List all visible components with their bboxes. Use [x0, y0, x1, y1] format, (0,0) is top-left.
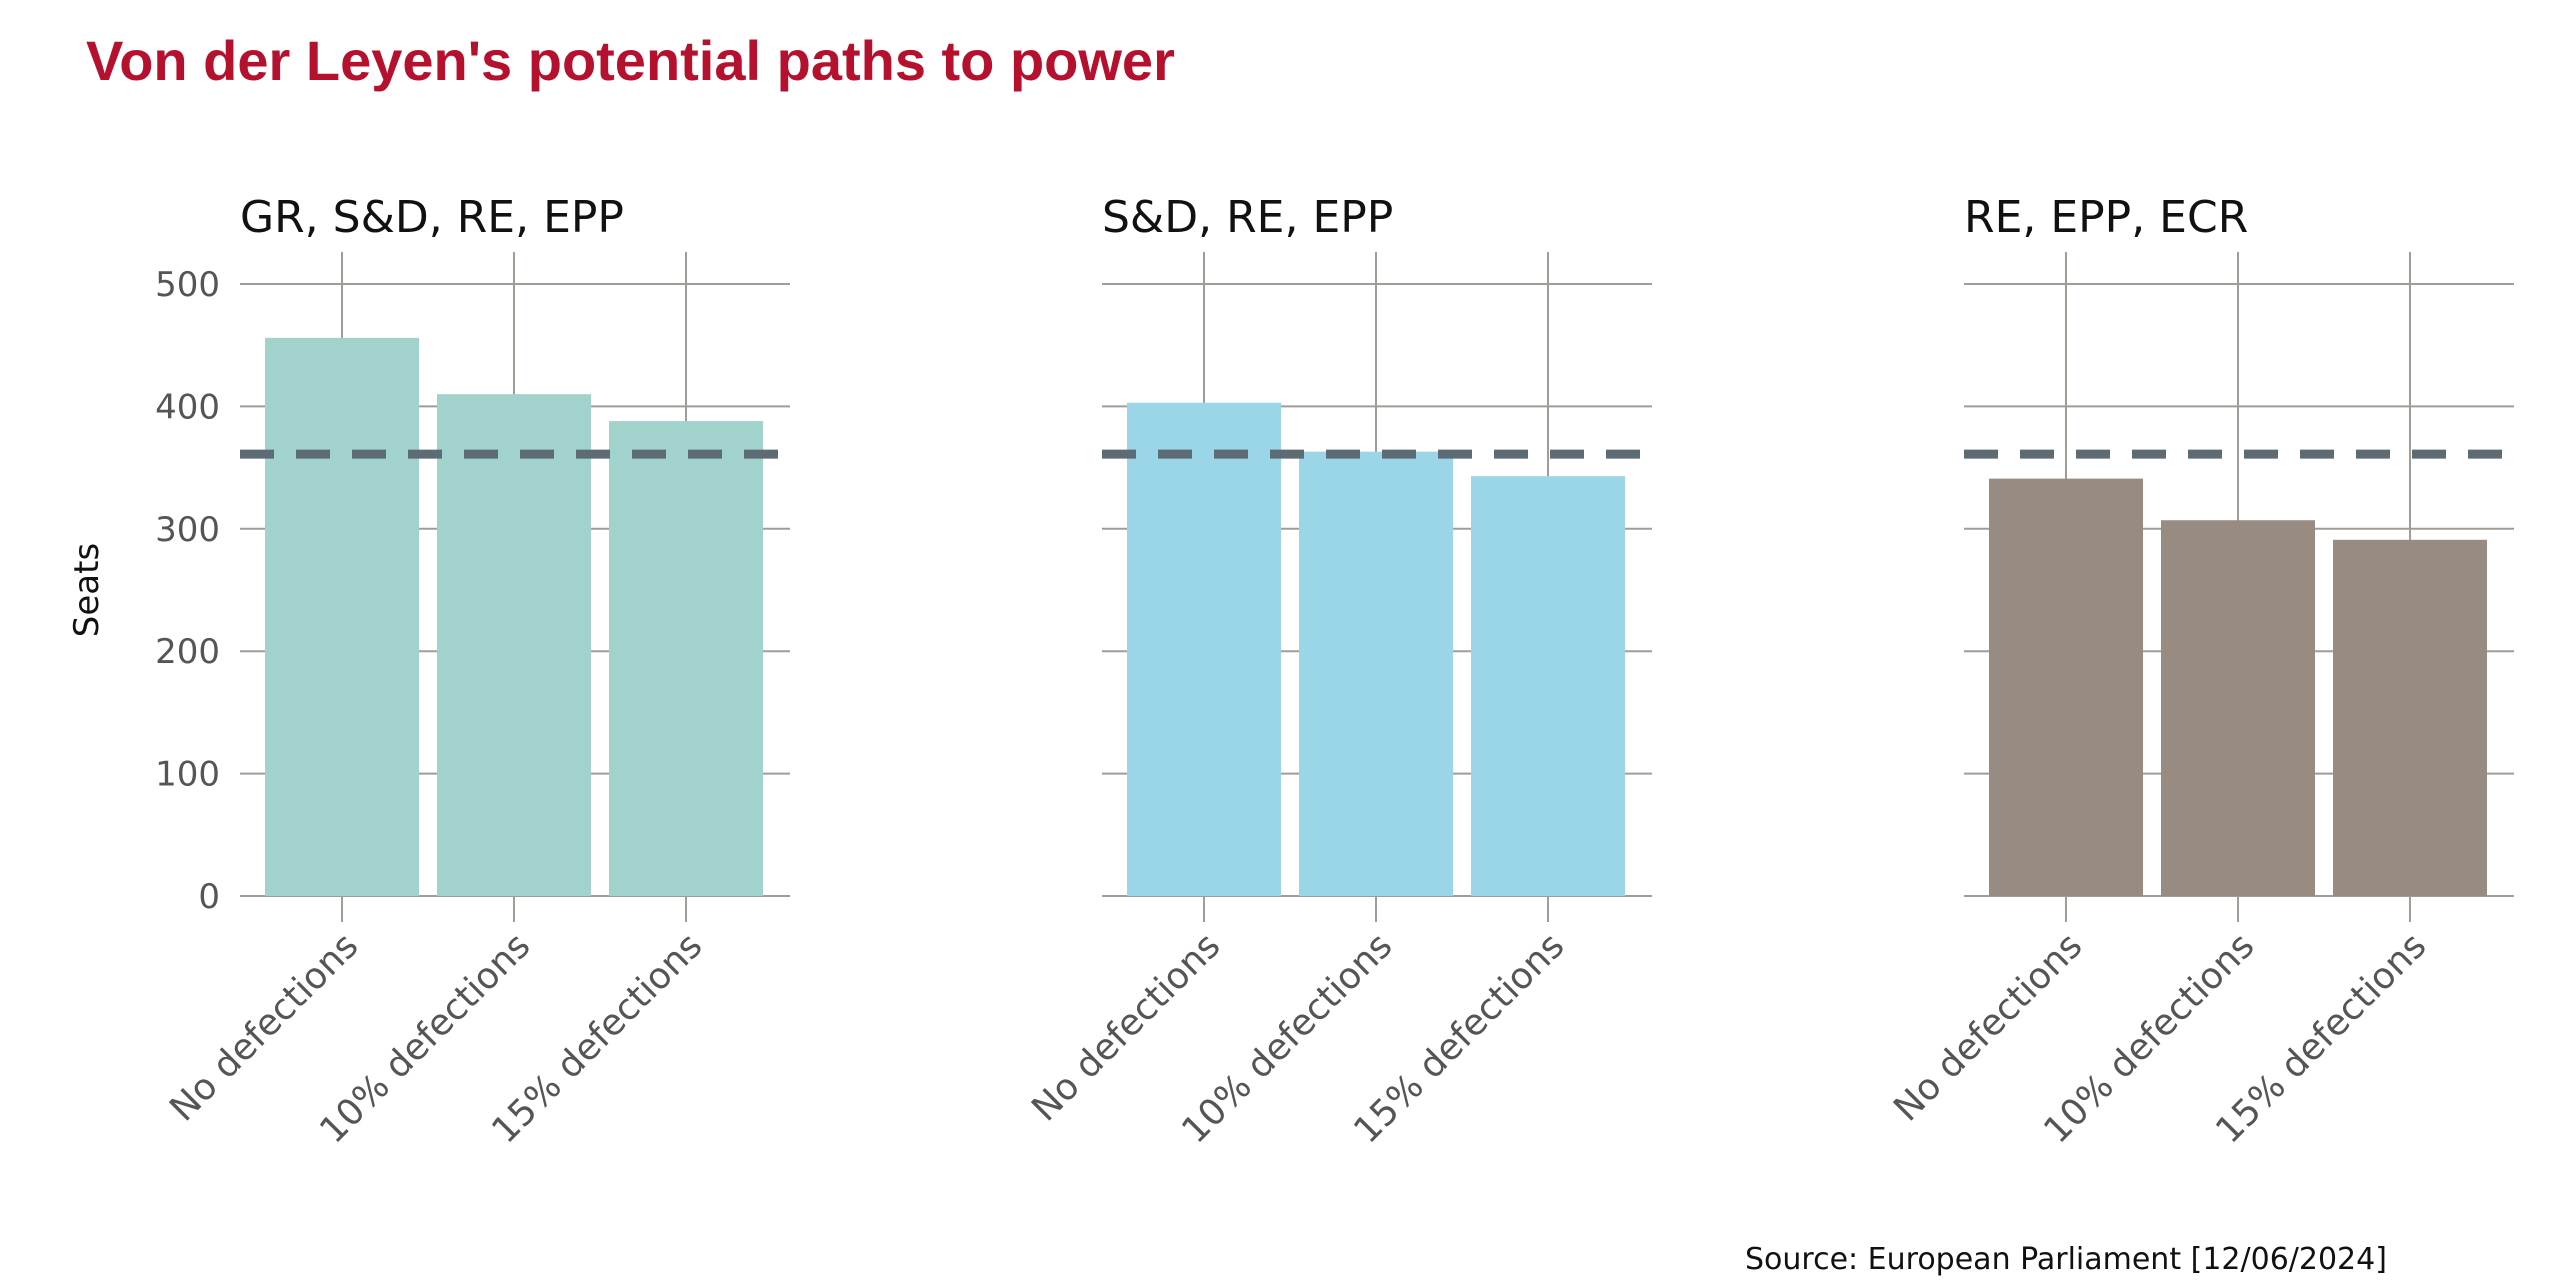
bar [2333, 539, 2487, 896]
bar [265, 337, 419, 897]
bar [609, 421, 763, 896]
chart-title: Von der Leyen's potential paths to power [86, 29, 1175, 92]
bar [1127, 402, 1281, 896]
bar [1471, 476, 1625, 896]
panel-title: GR, S&D, RE, EPP [240, 192, 624, 243]
y-axis-label: Seats [67, 543, 107, 637]
bar [437, 394, 591, 896]
source-note: Source: European Parliament [12/06/2024] [1745, 1242, 2387, 1277]
bar [1299, 451, 1453, 896]
panel-title: RE, EPP, ECR [1964, 192, 2248, 243]
y-tick-label: 500 [155, 265, 220, 305]
y-tick-label: 400 [155, 387, 220, 427]
y-tick-label: 200 [155, 632, 220, 672]
y-tick-label: 100 [155, 755, 220, 795]
bar [2161, 520, 2315, 896]
panel-title: S&D, RE, EPP [1102, 192, 1393, 243]
y-tick-label: 0 [198, 877, 220, 917]
y-tick-label: 300 [155, 510, 220, 550]
bar [1989, 478, 2143, 896]
